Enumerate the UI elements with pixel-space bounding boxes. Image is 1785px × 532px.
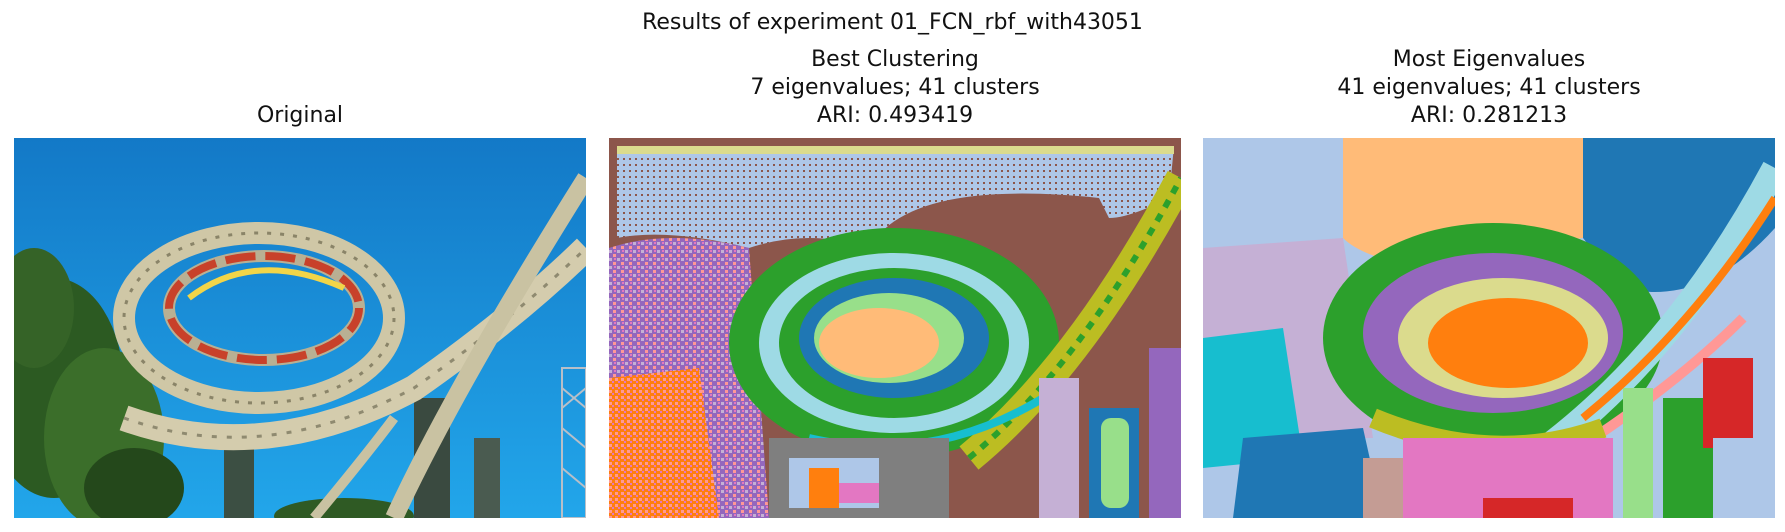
original-title: Original <box>14 102 586 130</box>
best-clustering-title: Best Clustering 7 eigenvalues; 41 cluste… <box>609 46 1181 130</box>
most-eigenvalues-image <box>1203 138 1775 518</box>
most-eigenvalues-title: Most Eigenvalues 41 eigenvalues; 41 clus… <box>1203 46 1775 130</box>
best-clustering-image <box>609 138 1181 518</box>
most-eigenvalues-title-line-1: Most Eigenvalues <box>1392 47 1586 72</box>
original-title-line-1: Original <box>256 103 344 128</box>
most-eigenvalues-title-line-3: ARI: 0.281213 <box>1410 103 1568 128</box>
figure-suptitle: Results of experiment 01_FCN_rbf_with430… <box>642 10 1143 35</box>
best-clustering-title-line-2: 7 eigenvalues; 41 clusters <box>750 75 1040 100</box>
original-image-panel <box>14 138 586 518</box>
most-eigenvalues-panel <box>1203 138 1775 518</box>
best-clustering-panel <box>609 138 1181 518</box>
best-clustering-title-line-3: ARI: 0.493419 <box>816 103 974 128</box>
most-eigenvalues-title-line-2: 41 eigenvalues; 41 clusters <box>1337 75 1641 100</box>
original-image <box>14 138 586 518</box>
best-clustering-title-line-1: Best Clustering <box>811 47 979 72</box>
